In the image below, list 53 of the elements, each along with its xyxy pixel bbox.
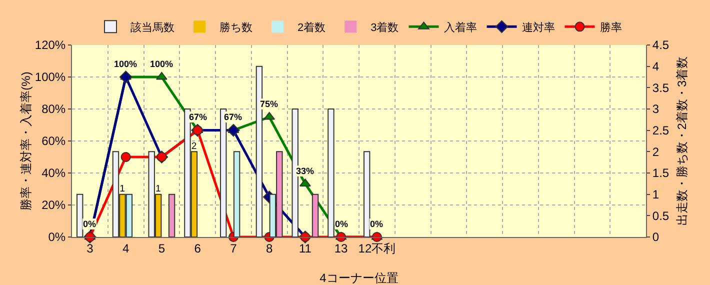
y-tick-label: 80% <box>42 102 66 116</box>
legend-label: 勝ち数 <box>220 22 252 34</box>
y2-axis-title: 出走数・勝ち数・2着数・3着数 <box>675 56 689 226</box>
y2-tick-label: 0 <box>652 230 660 244</box>
data-label: 67% <box>189 112 208 122</box>
data-label: 100% <box>114 59 138 69</box>
x-tick-label: 11 <box>298 241 312 256</box>
legend-label: 連対率 <box>522 20 555 34</box>
y2-tick-label: 3.5 <box>652 80 670 95</box>
data-label: 0% <box>335 219 348 229</box>
x-axis-title: 4コーナー位置 <box>320 271 398 285</box>
y-tick-label: 40% <box>42 166 66 180</box>
bar <box>363 151 370 237</box>
data-label: 75% <box>260 99 278 109</box>
x-tick-label: 8 <box>266 241 273 256</box>
y-axis-title: 勝率・連対率・入着率(%) <box>18 72 33 210</box>
y2-tick-label: 2 <box>652 144 660 159</box>
y-tick-label: 100% <box>34 70 66 84</box>
x-tick-label: 4 <box>122 241 130 256</box>
point <box>119 70 132 84</box>
y2-tick-label: 3 <box>652 102 660 116</box>
x-tick-label: 12不利 <box>358 241 396 256</box>
legend-label: 3着数 <box>370 20 399 34</box>
y2-tick-label: 4 <box>652 60 660 74</box>
data-label: 2 <box>191 140 197 152</box>
y-tick-label: 20% <box>42 198 66 212</box>
y-tick-label: 120% <box>34 38 66 52</box>
data-label: 67% <box>224 112 242 122</box>
point <box>227 124 240 137</box>
data-label: 100% <box>150 59 174 69</box>
legend-label: 入着率 <box>444 20 477 34</box>
y2-tick-label: 1 <box>652 188 660 202</box>
y-tick-label: 0% <box>48 230 66 244</box>
y2-tick-label: 1.5 <box>652 166 670 180</box>
x-tick-label: 5 <box>158 241 166 256</box>
x-tick-label: 6 <box>194 241 202 256</box>
y2-tick-label: 2.5 <box>652 124 670 138</box>
data-label: 1 <box>155 183 161 194</box>
x-tick-label: 7 <box>230 241 238 256</box>
x-tick-label: 13 <box>334 241 348 256</box>
legend-label: 2着数 <box>298 20 326 34</box>
legend-label: 該当馬数 <box>130 20 174 34</box>
bar <box>168 194 176 237</box>
y2-tick-label: 4.5 <box>652 38 670 52</box>
y-tick-label: 60% <box>42 134 66 148</box>
data-label: 33% <box>296 166 314 176</box>
data-label: 0% <box>370 219 384 229</box>
data-label: 0% <box>83 219 96 229</box>
y2-tick-label: 0.5 <box>652 208 670 223</box>
point <box>120 152 131 162</box>
x-tick-label: 3 <box>86 241 94 256</box>
data-label: 1 <box>120 183 125 194</box>
legend-label: 勝率 <box>600 20 622 34</box>
